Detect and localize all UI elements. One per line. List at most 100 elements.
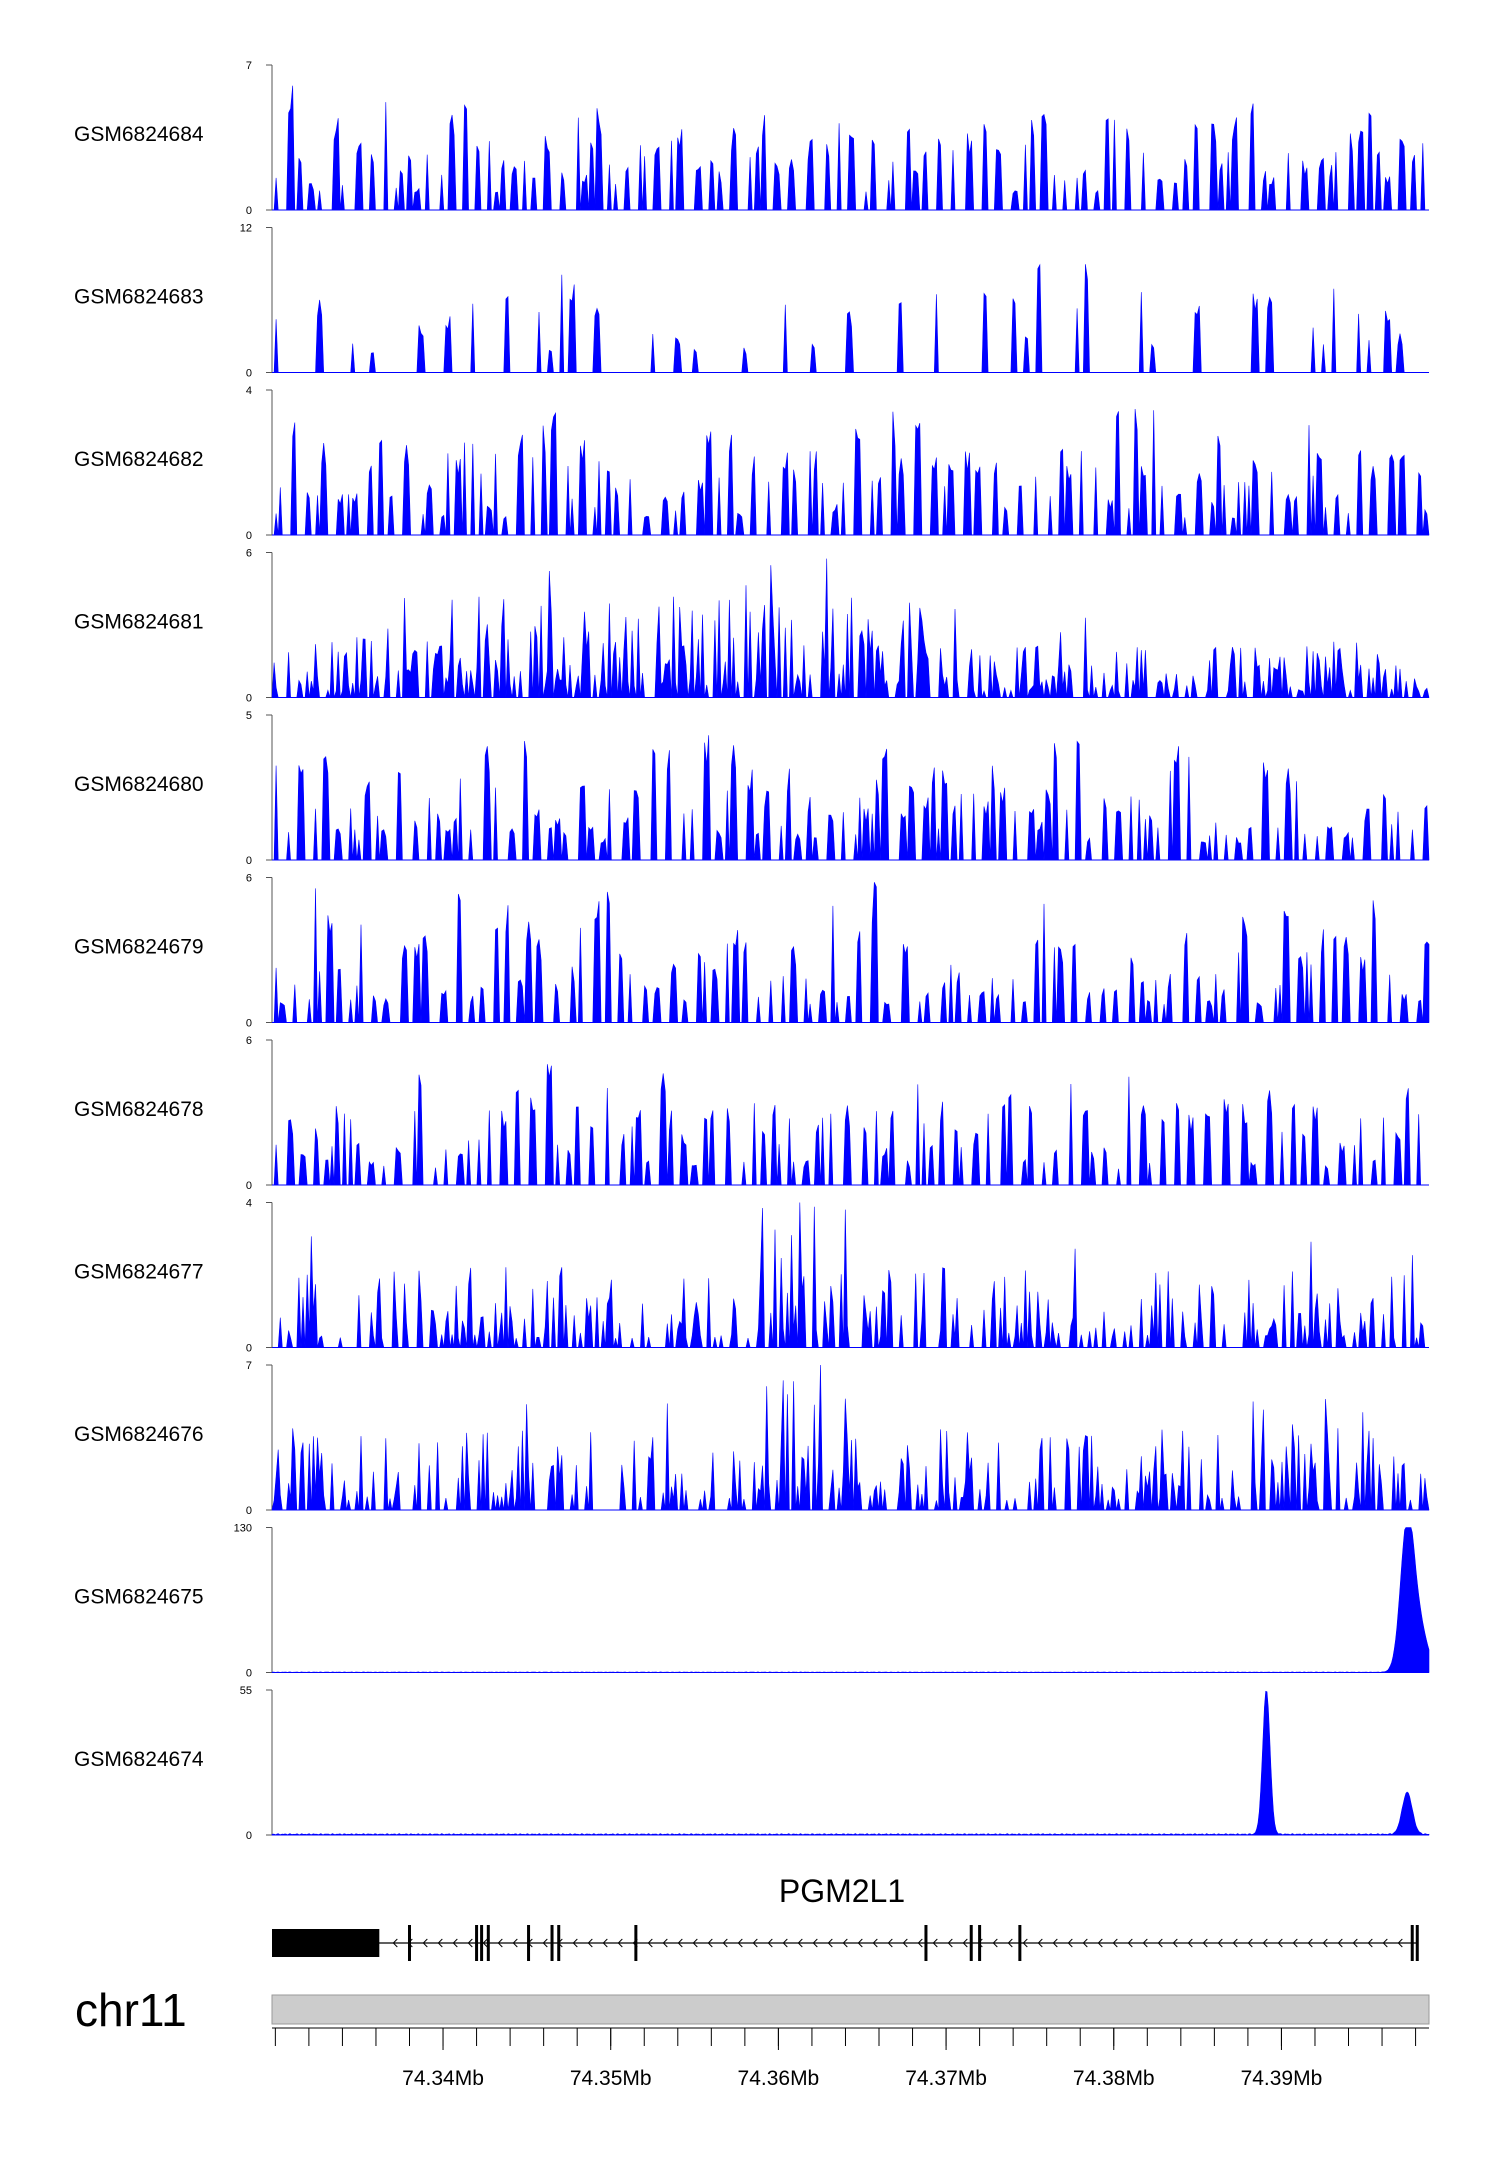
y-min-label: 0 [246, 1343, 252, 1355]
gene-track: PGM2L1 [272, 1873, 1419, 1961]
strand-arrow [797, 1938, 803, 1948]
strand-arrow [737, 1938, 743, 1948]
strand-arrow [467, 1938, 473, 1948]
y-max-label: 5 [246, 710, 252, 722]
strand-arrow [1367, 1938, 1373, 1948]
y-min-label: 0 [246, 693, 252, 705]
strand-arrow [1382, 1938, 1388, 1948]
strand-arrow [497, 1938, 503, 1948]
y-min-label: 0 [246, 368, 252, 380]
strand-arrow [482, 1938, 488, 1948]
gene-exon [407, 1925, 411, 1961]
strand-arrow [767, 1938, 773, 1948]
signal-area [272, 85, 1429, 211]
gene-exon [978, 1925, 982, 1961]
track-GSM6824674: GSM6824674 55 0 [74, 1685, 1430, 1842]
strand-arrow [1292, 1938, 1298, 1948]
y-max-label: 55 [240, 1685, 252, 1697]
gene-exon [527, 1925, 531, 1961]
strand-arrow [947, 1938, 953, 1948]
strand-arrow [857, 1938, 863, 1948]
strand-arrow [722, 1938, 728, 1948]
strand-arrow [812, 1938, 818, 1948]
strand-arrow [1157, 1938, 1163, 1948]
y-min-label: 0 [246, 1668, 252, 1680]
strand-arrow [542, 1938, 548, 1948]
strand-arrow [1067, 1938, 1073, 1948]
strand-arrow [1037, 1938, 1043, 1948]
gene-utr-block [272, 1929, 380, 1957]
strand-arrow [1307, 1938, 1313, 1948]
track-GSM6824676: GSM6824676 7 0 [74, 1360, 1430, 1517]
axis-tick-label: 74.34Mb [402, 2067, 484, 2090]
strand-arrow [1352, 1938, 1358, 1948]
track-label: GSM6824683 [74, 286, 204, 309]
strand-arrow [1217, 1938, 1223, 1948]
signal-area [271, 1364, 1430, 1511]
strand-arrow [572, 1938, 578, 1948]
track-label: GSM6824681 [74, 611, 204, 634]
track-label: GSM6824677 [74, 1261, 204, 1284]
track-label: GSM6824675 [74, 1586, 204, 1609]
gene-name-label: PGM2L1 [779, 1873, 905, 1909]
track-GSM6824677: GSM6824677 4 0 [74, 1198, 1429, 1355]
gene-exon [634, 1925, 638, 1961]
strand-arrow [587, 1938, 593, 1948]
gene-exon [475, 1925, 479, 1961]
strand-arrow [992, 1938, 998, 1948]
gene-exon [1018, 1925, 1022, 1961]
strand-arrow [902, 1938, 908, 1948]
gene-exon [1415, 1925, 1419, 1961]
gene-exon [1410, 1925, 1414, 1961]
y-min-label: 0 [246, 1830, 252, 1842]
strand-arrow [392, 1938, 398, 1948]
strand-arrow [842, 1938, 848, 1948]
strand-arrow [647, 1938, 653, 1948]
track-label: GSM6824679 [74, 936, 204, 959]
strand-arrow [602, 1938, 608, 1948]
strand-arrow [782, 1938, 788, 1948]
gene-exon [969, 1925, 973, 1961]
chromosome-ideogram-bar [271, 1994, 1430, 2025]
y-min-label: 0 [246, 855, 252, 867]
strand-arrow [917, 1938, 923, 1948]
strand-arrow [1322, 1938, 1328, 1948]
gene-exon [550, 1925, 554, 1961]
strand-arrow [1397, 1938, 1403, 1948]
signal-area [271, 1690, 1430, 1836]
strand-arrow [617, 1938, 623, 1948]
strand-arrow [1232, 1938, 1238, 1948]
track-label: GSM6824674 [74, 1748, 204, 1771]
y-max-label: 12 [240, 223, 252, 235]
axis-tick-label: 74.38Mb [1073, 2067, 1155, 2090]
strand-arrow [662, 1938, 668, 1948]
track-GSM6824678: GSM6824678 6 0 [74, 1035, 1429, 1192]
track-label: GSM6824678 [74, 1098, 204, 1121]
track-GSM6824682: GSM6824682 4 0 [74, 385, 1430, 542]
track-GSM6824681: GSM6824681 6 0 [74, 548, 1430, 705]
chromosome-label: chr11 [75, 1984, 187, 2036]
strand-arrow [1052, 1938, 1058, 1948]
gene-exon [480, 1925, 484, 1961]
y-max-label: 130 [234, 1523, 252, 1535]
strand-arrow [677, 1938, 683, 1948]
y-min-label: 0 [246, 1018, 252, 1030]
strand-arrow [1202, 1938, 1208, 1948]
strand-arrow [932, 1938, 938, 1948]
track-GSM6824675: GSM6824675 130 0 [74, 1523, 1430, 1680]
strand-arrow [1112, 1938, 1118, 1948]
strand-arrow [1097, 1938, 1103, 1948]
track-label: GSM6824682 [74, 448, 204, 471]
strand-arrow [962, 1938, 968, 1948]
strand-arrow [1022, 1938, 1028, 1948]
strand-arrow [1172, 1938, 1178, 1948]
strand-arrow [422, 1938, 428, 1948]
strand-arrow [887, 1938, 893, 1948]
gene-model [272, 1925, 1419, 1961]
track-label: GSM6824680 [74, 773, 204, 796]
strand-arrow [1187, 1938, 1193, 1948]
y-max-label: 7 [246, 1360, 252, 1372]
track-GSM6824684: GSM6824684 7 0 [74, 60, 1429, 217]
track-GSM6824679: GSM6824679 6 0 [74, 873, 1430, 1030]
